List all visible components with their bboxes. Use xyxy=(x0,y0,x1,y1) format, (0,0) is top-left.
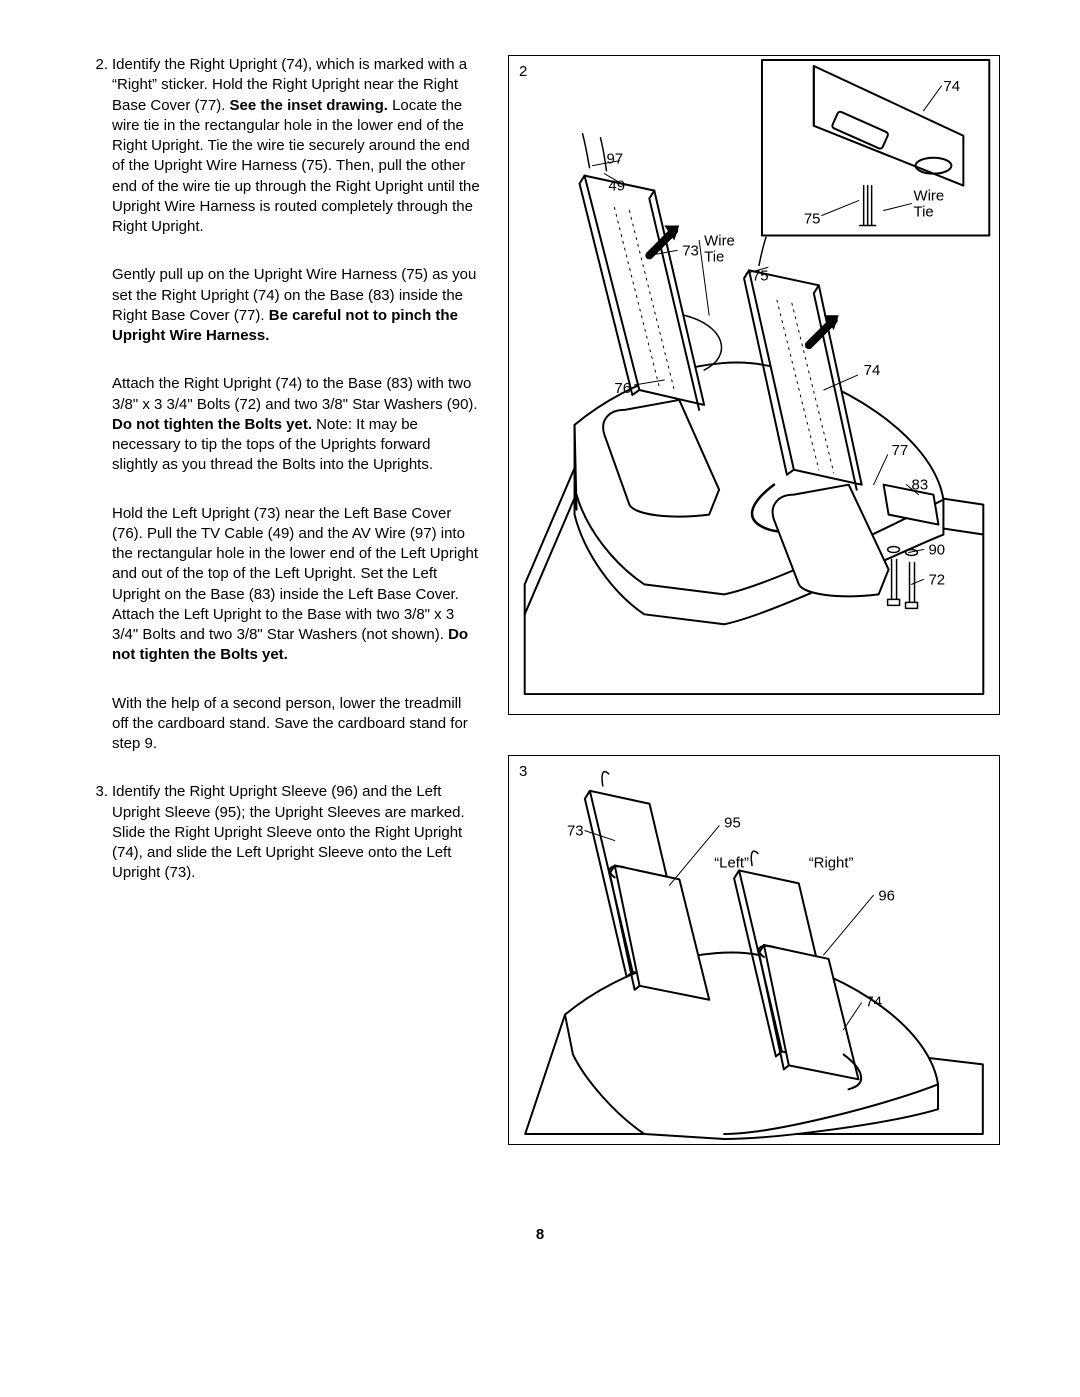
label-83: 83 xyxy=(912,477,929,494)
paragraph: Attach the Right Upright (74) to the Bas… xyxy=(112,374,480,475)
label-wire-tie: WireTie xyxy=(704,232,735,265)
instructions-column: 2. Identify the Right Upright (74), whic… xyxy=(80,55,480,1145)
step-number: 2. xyxy=(80,55,112,754)
paragraph: Identify the Right Upright (74), which i… xyxy=(112,55,480,237)
label-left: “Left” xyxy=(714,854,749,871)
label-74: 74 xyxy=(865,994,882,1011)
inset-label-74: 74 xyxy=(943,78,960,95)
step-body: Identify the Right Upright Sleeve (96) a… xyxy=(112,782,480,883)
label-95: 95 xyxy=(724,815,741,832)
figure-3-svg: 73 95 “Left” “Right” 96 74 xyxy=(509,756,999,1144)
figure-2: 2 xyxy=(508,55,1000,715)
label-76: 76 xyxy=(614,380,631,397)
paragraph: Hold the Left Upright (73) near the Left… xyxy=(112,504,480,666)
label-96: 96 xyxy=(878,887,895,904)
step-2: 2. Identify the Right Upright (74), whic… xyxy=(80,55,480,754)
steps-list: 2. Identify the Right Upright (74), whic… xyxy=(80,55,480,884)
step-number: 3. xyxy=(80,782,112,883)
paragraph: Gently pull up on the Upright Wire Harne… xyxy=(112,265,480,346)
label-49: 49 xyxy=(608,178,625,195)
paragraph: With the help of a second person, lower … xyxy=(112,694,480,755)
figure-3: 3 xyxy=(508,755,1000,1145)
label-75: 75 xyxy=(752,267,769,284)
label-right: “Right” xyxy=(809,854,854,871)
step-3: 3. Identify the Right Upright Sleeve (96… xyxy=(80,782,480,883)
label-73: 73 xyxy=(682,242,699,259)
label-97: 97 xyxy=(606,151,623,168)
figure-number: 3 xyxy=(519,762,527,782)
figure-2-svg: 97 49 73 WireTie 75 74 76 77 83 90 72 74… xyxy=(509,56,999,714)
label-73: 73 xyxy=(567,823,584,840)
inset-label-wire-tie: WireTie xyxy=(914,188,945,221)
page: 2. Identify the Right Upright (74), whic… xyxy=(0,0,1080,1185)
step-body: Identify the Right Upright (74), which i… xyxy=(112,55,480,754)
label-74: 74 xyxy=(864,362,881,379)
page-number: 8 xyxy=(0,1225,1080,1275)
label-72: 72 xyxy=(928,571,945,588)
inset-label-75: 75 xyxy=(804,210,821,227)
figures-column: 2 xyxy=(508,55,1000,1145)
figure-number: 2 xyxy=(519,62,527,82)
label-77: 77 xyxy=(892,442,909,459)
label-90: 90 xyxy=(928,541,945,558)
paragraph: Identify the Right Upright Sleeve (96) a… xyxy=(112,782,480,883)
